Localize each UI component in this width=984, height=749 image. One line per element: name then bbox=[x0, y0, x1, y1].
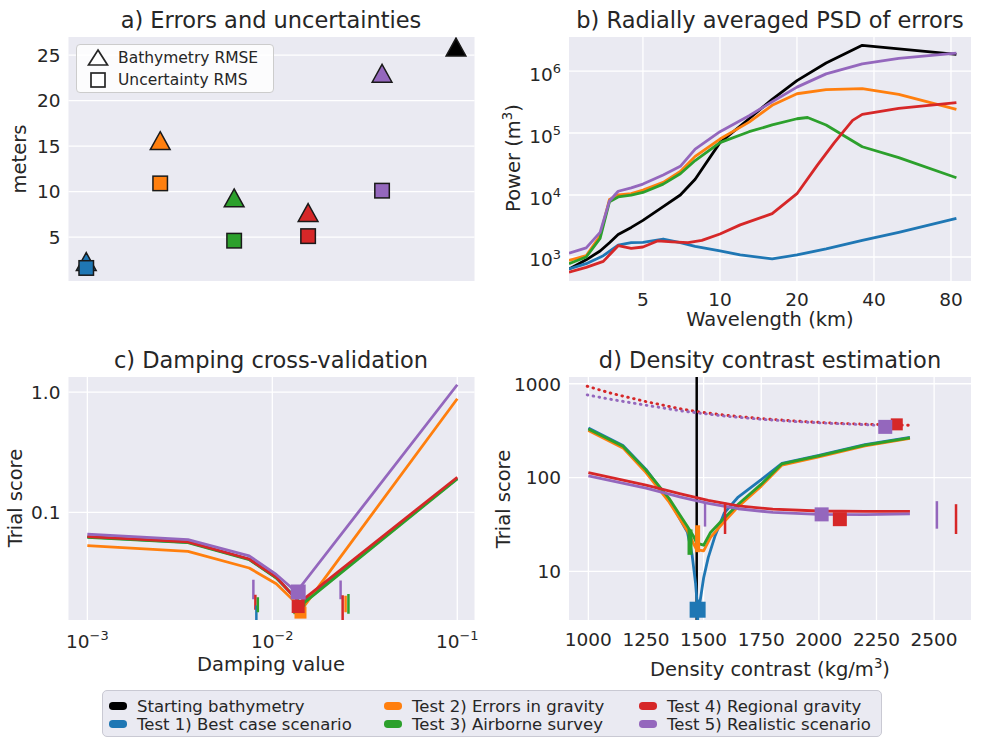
legend-item-test2: Test 2) Errors in gravity bbox=[384, 697, 604, 715]
marker-square-test4 bbox=[833, 512, 847, 526]
legend-swatch-starting bbox=[109, 702, 127, 710]
y-tick-label-d-1: 100 bbox=[526, 467, 561, 488]
y-tick-label-d-0: 10 bbox=[537, 561, 561, 582]
x-tick-label-c-1: 10−2 bbox=[251, 628, 294, 652]
x-tick-label-d-6: 2500 bbox=[911, 629, 958, 650]
marker-square-test4 bbox=[891, 418, 903, 430]
panel-a-title: a) Errors and uncertainties bbox=[68, 6, 474, 34]
x-tick-label-d-2: 1500 bbox=[680, 629, 727, 650]
legend-label: Test 5) Realistic scenario bbox=[667, 715, 871, 734]
x-tick-label-d-5: 2250 bbox=[853, 629, 900, 650]
legend-label: Test 2) Errors in gravity bbox=[412, 697, 604, 716]
legend-swatch-test4 bbox=[639, 702, 657, 710]
panel-d-ylabel: Trial score bbox=[491, 379, 517, 619]
panel-b-xlabel: Wavelength (km) bbox=[570, 307, 970, 333]
panel-c-bg bbox=[69, 377, 475, 620]
marker-square-test1 bbox=[690, 602, 706, 618]
triangle-marker-icon bbox=[85, 47, 111, 69]
x-tick-label-d-3: 1750 bbox=[738, 629, 785, 650]
panel-b-title: b) Radially averaged PSD of errors bbox=[569, 6, 971, 34]
panel-d-xlabel: Density contrast (kg/m3) bbox=[570, 651, 970, 677]
legend-label: Uncertainty RMS bbox=[118, 71, 247, 89]
panel-b-plot bbox=[569, 37, 971, 281]
y-tick-label-b-0: 103 bbox=[529, 247, 561, 271]
y-tick-label-c-1: 1.0 bbox=[31, 382, 60, 403]
y-tick-label-a-0: 5 bbox=[49, 227, 61, 248]
panel-d-title: d) Density contrast estimation bbox=[569, 346, 971, 374]
legend-item-test3: Test 3) Airborne survey bbox=[384, 715, 603, 733]
legend-label: Test 4) Regional gravity bbox=[667, 697, 861, 716]
point-square-test2 bbox=[153, 176, 168, 191]
x-tick-label-c-0: 10−3 bbox=[66, 628, 109, 652]
y-tick-label-c-0: 0.1 bbox=[31, 502, 60, 523]
panel-d-bg bbox=[569, 377, 971, 620]
y-tick-label-a-4: 25 bbox=[37, 45, 61, 66]
square-marker-icon bbox=[85, 69, 111, 91]
y-tick-label-a-3: 20 bbox=[37, 90, 61, 111]
panel-b-ylabel: Power (m3) bbox=[495, 38, 521, 278]
legend-item-test1: Test 1) Best case scenario bbox=[109, 715, 352, 733]
point-square-test4 bbox=[301, 229, 316, 244]
plots-canvas: 51015202551020408010310410510610−310−210… bbox=[0, 0, 984, 749]
point-square-test1 bbox=[79, 261, 94, 276]
legend-item-uncertainty-rms: Uncertainty RMS bbox=[85, 69, 247, 91]
x-tick-label-c-2: 10−1 bbox=[436, 628, 479, 652]
marker-square-test5 bbox=[815, 507, 829, 521]
x-tick-label-d-1: 1250 bbox=[622, 629, 669, 650]
legend-label: Test 1) Best case scenario bbox=[137, 715, 352, 734]
figure-legend: Starting bathymetry Test 1) Best case sc… bbox=[102, 690, 882, 737]
x-tick-label-d-4: 2000 bbox=[795, 629, 842, 650]
legend-label: Test 3) Airborne survey bbox=[412, 715, 603, 734]
x-tick-label-d-0: 1000 bbox=[565, 629, 612, 650]
point-square-test5 bbox=[375, 183, 390, 198]
panel-a-ylabel: meters bbox=[7, 39, 33, 279]
legend-swatch-test1 bbox=[109, 720, 127, 728]
marker-square-test5 bbox=[878, 420, 892, 434]
y-tick-label-d-2: 1000 bbox=[514, 374, 561, 395]
legend-swatch-test2 bbox=[384, 702, 402, 710]
marker-square-test4 bbox=[292, 600, 305, 613]
panel-c-plot bbox=[69, 377, 475, 621]
panel-c-title: c) Damping cross-validation bbox=[68, 346, 474, 374]
legend-label: Bathymetry RMSE bbox=[118, 49, 258, 67]
legend-item-bathymetry-rmse: Bathymetry RMSE bbox=[85, 47, 258, 69]
panel-c-xlabel: Damping value bbox=[71, 652, 471, 678]
marker-square-test5 bbox=[291, 585, 306, 600]
panel-d-plot bbox=[569, 377, 971, 623]
legend-swatch-test3 bbox=[384, 720, 402, 728]
legend-swatch-test5 bbox=[639, 720, 657, 728]
figure: 51015202551020408010310410510610−310−210… bbox=[0, 0, 984, 749]
panel-a-legend: Bathymetry RMSE Uncertainty RMS bbox=[76, 44, 274, 93]
panel-c-ylabel: Trial score bbox=[3, 378, 29, 618]
legend-item-starting: Starting bathymetry bbox=[109, 697, 305, 715]
legend-item-test5: Test 5) Realistic scenario bbox=[639, 715, 871, 733]
point-square-test3 bbox=[227, 233, 242, 248]
y-tick-label-b-2: 105 bbox=[529, 123, 561, 147]
legend-item-test4: Test 4) Regional gravity bbox=[639, 697, 861, 715]
y-tick-label-b-3: 106 bbox=[529, 61, 561, 85]
y-tick-label-b-1: 104 bbox=[529, 185, 561, 209]
legend-label: Starting bathymetry bbox=[137, 697, 305, 716]
y-tick-label-a-1: 10 bbox=[37, 181, 61, 202]
y-tick-label-a-2: 15 bbox=[37, 136, 61, 157]
